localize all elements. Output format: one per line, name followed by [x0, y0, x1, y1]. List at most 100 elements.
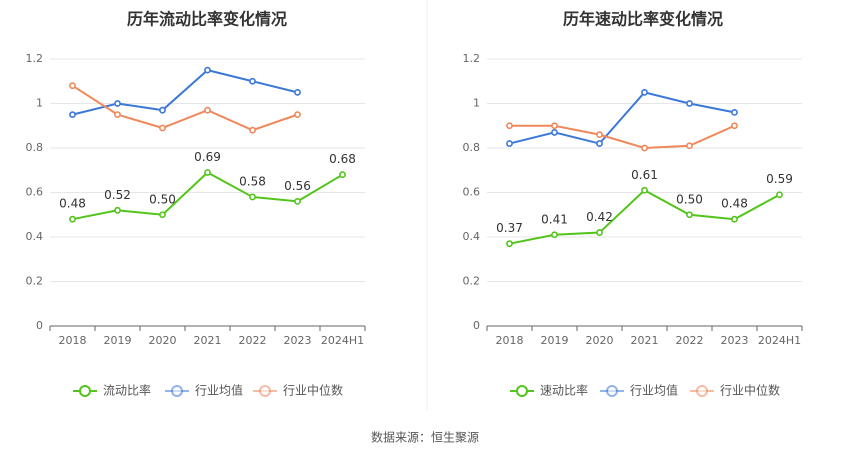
series-line [509, 91, 735, 145]
data-point[interactable] [249, 77, 256, 85]
y-tick-label: 0 [473, 319, 480, 332]
data-point[interactable] [69, 82, 76, 90]
data-point[interactable] [551, 129, 558, 136]
data-point[interactable] [249, 193, 256, 201]
data-point[interactable] [339, 171, 346, 179]
data-point[interactable] [114, 100, 121, 107]
x-tick-label: 2024H1 [758, 334, 801, 347]
data-point[interactable] [159, 211, 166, 219]
legend-marker [79, 385, 91, 397]
data-point[interactable] [294, 197, 301, 205]
legend-marker [171, 385, 183, 397]
series-primary: 0.48 0.52 0.50 0.69 0.58 0.56 0.68 [59, 150, 356, 223]
legend-marker [259, 385, 271, 397]
y-tick-label: 0.8 [26, 141, 44, 154]
data-point[interactable] [159, 106, 166, 114]
data-point[interactable] [294, 88, 301, 96]
data-point[interactable] [69, 111, 76, 119]
data-point[interactable] [204, 169, 211, 176]
legend-marker [606, 385, 618, 397]
y-tick-label: 0.2 [26, 275, 44, 288]
legend-item[interactable]: 行业均值 [600, 383, 678, 398]
x-tick-label: 2019 [541, 334, 569, 347]
x-tick-label: 2020 [149, 334, 177, 347]
chart-title: 历年流动比率变化情况 [127, 10, 287, 29]
x-tick-label: 2023 [721, 334, 749, 347]
liquidity-chart: 历年流动比率变化情况 0 0.2 0.4 0.6 0.8 1 1.2 2018 2019 2020 2… [26, 10, 366, 398]
y-tick-label: 1 [36, 97, 43, 110]
y-tick-label: 0.6 [463, 186, 481, 199]
chart-title: 历年速动比率变化情况 [563, 10, 723, 29]
series-industry-average [506, 88, 738, 147]
legend-item[interactable]: 流动比率 [73, 383, 151, 398]
data-point[interactable] [596, 140, 603, 147]
data-label: 0.37 [496, 221, 523, 235]
x-tick-label: 2021 [631, 334, 659, 347]
legend-label: 速动比率 [540, 383, 588, 398]
y-tick-label: 0.2 [463, 275, 481, 288]
x-tick-label: 2024H1 [321, 334, 364, 347]
data-point[interactable] [641, 144, 648, 152]
data-point[interactable] [551, 231, 558, 239]
data-point[interactable] [641, 88, 648, 96]
series-primary: 0.37 0.41 0.42 0.61 0.50 0.48 0.59 [496, 168, 793, 248]
y-tick-label: 0 [36, 319, 43, 332]
data-point[interactable] [731, 215, 738, 223]
data-label: 0.48 [59, 197, 86, 211]
data-point[interactable] [776, 191, 783, 199]
x-tick-label: 2023 [284, 334, 312, 347]
x-tick-label: 2022 [676, 334, 704, 347]
legend-item[interactable]: 行业均值 [165, 383, 243, 398]
data-point[interactable] [506, 240, 513, 248]
data-point[interactable] [686, 142, 693, 150]
data-label: 0.61 [631, 168, 658, 182]
data-point[interactable] [731, 109, 738, 116]
x-tick-label: 2021 [194, 334, 222, 347]
y-tick-label: 0.8 [463, 141, 481, 154]
data-point[interactable] [596, 229, 603, 236]
x-tick-label: 2018 [496, 334, 524, 347]
data-point[interactable] [731, 122, 738, 130]
y-tick-label: 0.4 [26, 230, 44, 243]
x-tick-label: 2018 [59, 334, 87, 347]
y-tick-label: 1.2 [463, 52, 481, 65]
x-tick-label: 2019 [104, 334, 132, 347]
data-point[interactable] [551, 122, 558, 130]
legend-item[interactable]: 速动比率 [510, 383, 588, 398]
series-line [72, 69, 298, 116]
data-point[interactable] [249, 126, 256, 134]
data-point[interactable] [69, 215, 76, 223]
data-point[interactable] [294, 111, 301, 119]
y-tick-label: 1 [473, 97, 480, 110]
y-tick-label: 1.2 [26, 52, 44, 65]
series-industry-median [506, 122, 738, 152]
data-point[interactable] [686, 100, 693, 107]
data-point[interactable] [114, 206, 121, 214]
legend-item[interactable]: 行业中位数 [253, 383, 343, 398]
data-point[interactable] [114, 111, 121, 119]
data-label: 0.48 [721, 197, 748, 211]
data-label: 0.68 [329, 152, 356, 166]
data-point[interactable] [506, 140, 513, 147]
data-point[interactable] [686, 211, 693, 219]
data-point[interactable] [641, 186, 648, 194]
data-label: 0.50 [676, 192, 703, 206]
data-point[interactable] [159, 124, 166, 132]
data-point[interactable] [506, 122, 513, 130]
legend-label: 流动比率 [103, 383, 151, 398]
x-tick-label: 2020 [586, 334, 614, 347]
data-label: 0.59 [766, 172, 793, 186]
legend-item[interactable]: 行业中位数 [690, 383, 780, 398]
data-point[interactable] [204, 66, 211, 74]
quick-chart: 历年速动比率变化情况 0 0.2 0.4 0.6 0.8 1 1.2 2018 2019 2020 2… [463, 10, 803, 398]
data-label: 0.52 [104, 188, 131, 202]
legend-label: 行业均值 [630, 383, 678, 398]
data-label: 0.42 [586, 210, 613, 224]
legend-label: 行业中位数 [720, 383, 780, 398]
data-point[interactable] [596, 131, 603, 139]
legend-label: 行业中位数 [283, 383, 343, 398]
data-label: 0.41 [541, 212, 568, 226]
data-source: 数据来源：恒生聚源 [371, 430, 479, 445]
data-point[interactable] [204, 106, 211, 114]
